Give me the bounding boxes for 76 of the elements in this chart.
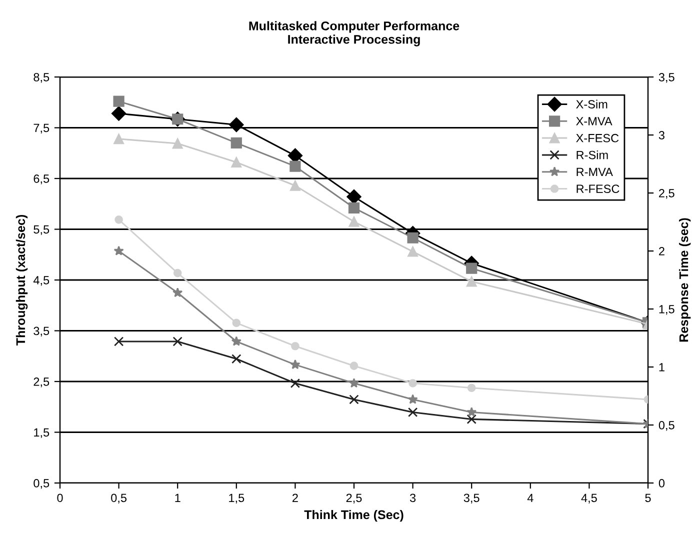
point	[172, 138, 183, 149]
point	[290, 378, 300, 388]
point	[408, 379, 417, 388]
y-tick-label: 6,5	[34, 174, 50, 184]
point	[408, 246, 418, 257]
point	[466, 276, 477, 287]
point	[114, 216, 123, 224]
point	[173, 268, 182, 278]
point	[232, 354, 242, 364]
point	[350, 362, 358, 370]
point	[290, 359, 300, 370]
point	[230, 137, 242, 149]
point	[172, 287, 183, 298]
legend-label: R-Sim	[576, 150, 608, 160]
y2-tick-label: 2,5	[659, 189, 674, 199]
x-tick-label: 2	[292, 494, 298, 502]
point	[172, 336, 182, 346]
point	[231, 157, 242, 168]
y2-tick-label: 3,5	[658, 73, 674, 83]
x-tick-label: 0	[57, 494, 63, 502]
y-tick-label: 1,5	[34, 428, 50, 438]
point	[290, 160, 301, 172]
x-tick-label: 1	[175, 494, 180, 502]
point	[229, 117, 244, 132]
point	[346, 189, 362, 204]
y-tick-label: 2,5	[34, 378, 50, 388]
y-tick-label: 4,5	[33, 276, 50, 286]
point	[408, 394, 418, 404]
point	[114, 134, 124, 144]
point	[407, 232, 418, 244]
point	[111, 106, 126, 121]
point	[114, 336, 124, 346]
x-axis-title: Think Time (Sec)	[304, 510, 404, 522]
point	[114, 246, 124, 256]
point	[288, 148, 303, 163]
point	[467, 384, 476, 392]
chart-title: Multitasked Computer Performance Interactive Processing	[249, 21, 460, 46]
point	[349, 394, 359, 404]
y2-axis-title: Response Time (sec)	[678, 218, 691, 342]
point	[291, 342, 300, 350]
y2-tick-label: 0	[658, 479, 665, 488]
y2-tick-label: 2	[659, 247, 664, 256]
point	[348, 202, 360, 214]
x-tick-label: 4,5	[581, 494, 597, 504]
x-tick-label: 2,5	[346, 494, 362, 504]
y-axis-title: Throughput (xact/sec)	[16, 214, 28, 346]
legend-label: X-MVA	[576, 117, 612, 126]
y2-tick-label: 0,5	[658, 421, 674, 431]
x-tick-label: 4	[527, 494, 534, 502]
point	[466, 406, 477, 417]
x-tick-label: 3	[410, 494, 416, 502]
legend-label: X-Sim	[576, 100, 608, 108]
y2-tick-label: 3	[658, 131, 664, 140]
point	[113, 96, 124, 107]
x-tick-label: 3,5	[464, 494, 480, 504]
point	[231, 336, 242, 346]
y2-tick-label: 1,5	[659, 305, 674, 315]
x-tick-label: 1,5	[229, 494, 244, 504]
legend-label: R-MVA	[576, 168, 613, 176]
y-tick-label: 0,5	[34, 479, 50, 489]
y-tick-label: 5,5	[34, 225, 50, 236]
point	[348, 216, 360, 227]
y-tick-label: 7,5	[34, 124, 50, 134]
point	[466, 414, 476, 424]
point	[408, 407, 418, 418]
x-tick-label: 5	[645, 494, 651, 502]
legend-label: R-FESC	[576, 184, 620, 194]
point	[290, 180, 300, 191]
point	[466, 262, 478, 274]
x-tick-label: 0,5	[111, 494, 127, 504]
point	[348, 378, 360, 388]
y-tick-label: 3,5	[34, 326, 50, 337]
y-tick-label: 8,5	[34, 73, 50, 83]
y2-tick-label: 1	[659, 363, 664, 372]
point	[232, 318, 241, 328]
legend-label: X-FESC	[576, 134, 619, 142]
